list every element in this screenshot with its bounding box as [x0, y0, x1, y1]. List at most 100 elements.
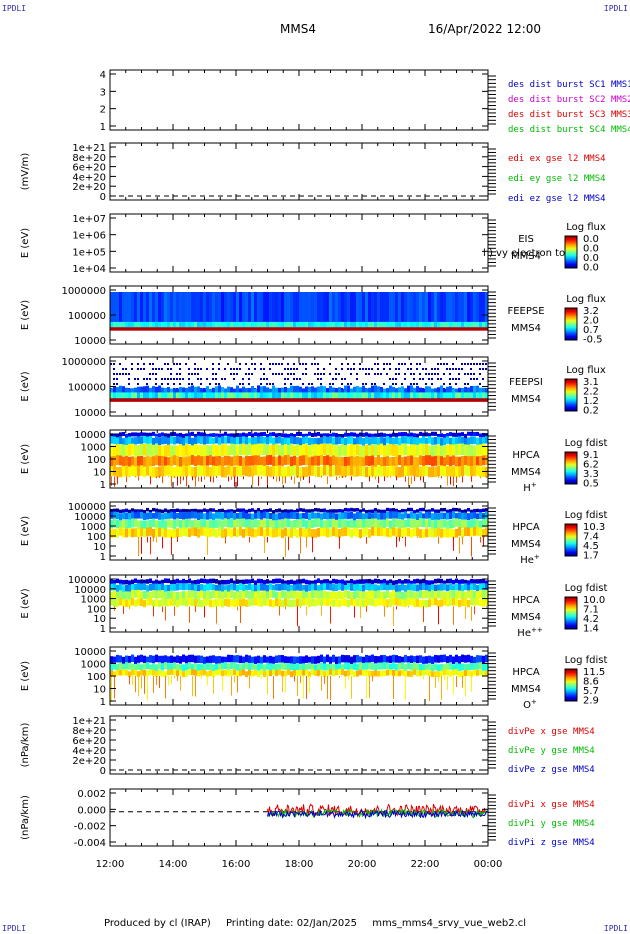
spectrum-streak: [159, 676, 160, 688]
spectrum-cell: [290, 590, 293, 599]
spectrum-cell: [236, 584, 239, 592]
spectrum-cell: [395, 392, 398, 399]
spectrum-cell: [314, 398, 317, 402]
spectrum-cell: [470, 398, 473, 402]
spectrum-cell: [329, 580, 332, 586]
legend-entry: edi ex gse l2 MMS4: [508, 154, 606, 164]
spectrum-cell: [251, 466, 254, 477]
spectrum-cell: [209, 578, 212, 584]
spectrum-speck: [281, 363, 283, 365]
spectrum-streak: [147, 676, 148, 701]
spectrum-cell: [218, 455, 221, 466]
spectrum-cell: [149, 398, 152, 402]
spectrum-cell: [203, 321, 206, 328]
spectrum-speck: [263, 378, 265, 380]
spectrum-cell: [125, 512, 128, 520]
spectrum-cell: [446, 662, 449, 670]
spectrum-speck: [293, 368, 295, 370]
spectrum-streak: [165, 676, 166, 699]
y-tick-label: 100: [87, 672, 106, 683]
overlay-label: l ) vy electron to: [483, 248, 565, 259]
spectrum-cell: [206, 436, 209, 444]
spectrum-cell: [209, 528, 212, 537]
spectrum-cell: [251, 433, 254, 438]
spectrum-speck: [179, 363, 181, 365]
spectrum-cell: [449, 528, 452, 538]
spectrum-cell: [128, 580, 131, 585]
spectrum-streak: [129, 606, 130, 610]
spectrum-cell: [110, 321, 113, 328]
spectrum-cell: [461, 292, 464, 322]
y-axis-label: E (eV): [20, 228, 31, 258]
spectrum-cell: [149, 578, 152, 584]
spectrum-streak: [321, 476, 322, 478]
colorbar-label: 2.0: [583, 316, 599, 327]
spectrum-cell: [176, 508, 179, 513]
spectrum-streak: [447, 676, 448, 690]
spectrum-speck: [362, 383, 364, 385]
spectrum-cell: [215, 435, 218, 444]
spectrum-cell: [236, 321, 239, 328]
spectrum-cell: [146, 585, 149, 592]
spectrum-cell: [449, 512, 452, 520]
spectrum-cell: [221, 579, 224, 585]
spectrum-cell: [182, 598, 185, 606]
spectrum-speck: [197, 378, 199, 380]
spectrum-cell: [260, 432, 263, 437]
spectrum-speck: [137, 383, 139, 385]
spectrum-cell: [320, 455, 323, 465]
spectrum-cell: [260, 443, 263, 456]
spectrum-cell: [338, 599, 341, 608]
spectrum-cell: [173, 455, 176, 466]
spectrum-cell: [425, 580, 428, 585]
spectrum-streak: [192, 476, 193, 481]
spectrum-cell: [233, 433, 236, 438]
spectrum-cell: [308, 599, 311, 608]
spectrum-cell: [203, 465, 206, 476]
spectrum-cell: [167, 518, 170, 528]
spectrum-cell: [380, 520, 383, 529]
spectrum-cell: [134, 437, 137, 445]
spectrum-cell: [323, 292, 326, 322]
spectrum-cell: [374, 436, 377, 445]
spectrum-cell: [125, 444, 128, 457]
spectrum-cell: [377, 437, 380, 446]
spectrum-cell: [395, 398, 398, 402]
spectrum-cell: [284, 398, 287, 402]
spectrum-cell: [353, 438, 356, 446]
spectrum-speck: [170, 368, 172, 370]
spectrum-cell: [209, 398, 212, 402]
spectrum-cell: [149, 664, 152, 672]
spectrum-cell: [305, 591, 308, 600]
spectrum-speck: [341, 363, 343, 365]
spectrum-cell: [467, 670, 470, 676]
spectrum-streak: [435, 676, 436, 689]
spectrum-cell: [404, 579, 407, 584]
spectrum-cell: [122, 456, 125, 467]
spectrum-cell: [326, 512, 329, 520]
colorbar-label: 9.1: [583, 450, 599, 461]
spectrum-cell: [434, 578, 437, 584]
spectrum-streak: [288, 536, 289, 551]
spectrum-cell: [380, 655, 383, 663]
spectrum-cell: [116, 599, 119, 607]
spectrum-streak: [459, 476, 460, 478]
spectrum-cell: [110, 456, 113, 467]
spectrum-speck: [371, 383, 373, 385]
spectrum-speck: [380, 373, 382, 375]
spectrum-cell: [467, 398, 470, 402]
spectrum-streak: [267, 536, 268, 543]
spectrum-cell: [113, 656, 116, 665]
spectrum-cell: [110, 327, 113, 331]
spectrum-cell: [212, 321, 215, 328]
spectrum-cell: [233, 519, 236, 529]
spectrum-cell: [182, 398, 185, 402]
spectrum-cell: [257, 398, 260, 402]
spectrum-cell: [239, 579, 242, 585]
spectrum-cell: [476, 579, 479, 584]
spectrum-cell: [335, 599, 338, 607]
spectrum-speck: [320, 378, 322, 380]
spectrum-cell: [386, 321, 389, 328]
spectrum-cell: [320, 466, 323, 477]
spectrum-cell: [389, 443, 392, 456]
